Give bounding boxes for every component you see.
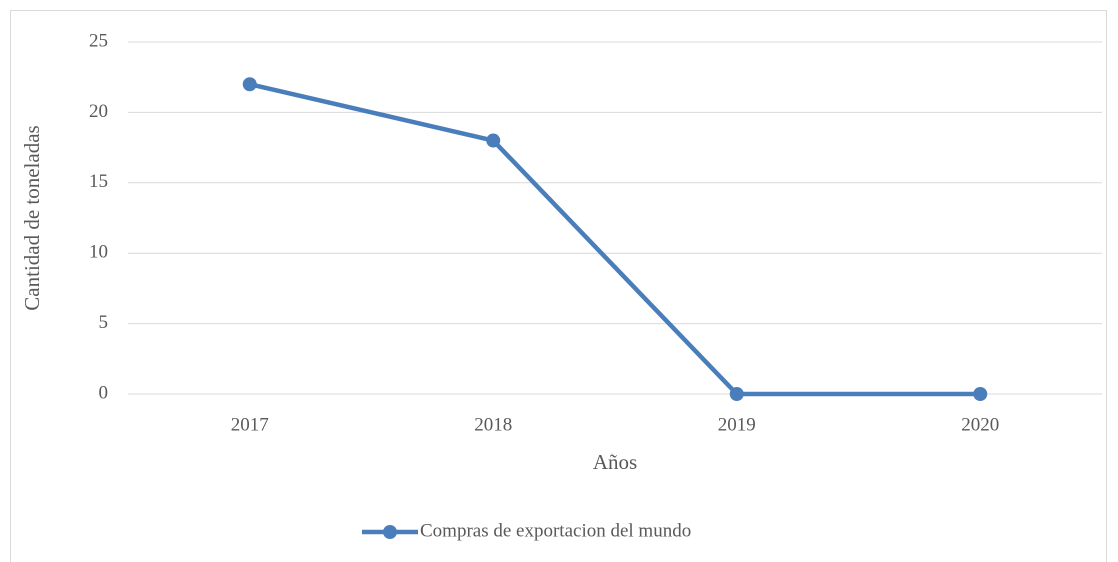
y-tick-label: 25 (89, 30, 108, 51)
x-axis-label: Años (593, 450, 637, 474)
legend-label: Compras de exportacion del mundo (420, 520, 691, 541)
y-axis-label: Cantidad de toneladas (20, 125, 44, 310)
chart-frame (10, 10, 1107, 562)
x-tick-label: 2020 (961, 414, 999, 435)
y-tick-label: 15 (89, 171, 108, 192)
y-tick-label: 10 (89, 242, 108, 263)
y-tick-label: 20 (89, 101, 108, 122)
data-point (729, 387, 744, 401)
x-tick-label: 2018 (474, 414, 512, 435)
y-tick-label: 0 (99, 382, 109, 403)
x-tick-label: 2017 (231, 414, 269, 435)
data-point (486, 133, 501, 148)
legend-marker (383, 525, 397, 539)
y-tick-label: 5 (99, 312, 109, 333)
data-line (249, 82, 981, 397)
data-point (973, 387, 988, 401)
data-point (242, 77, 257, 92)
x-tick-label: 2019 (718, 414, 756, 435)
